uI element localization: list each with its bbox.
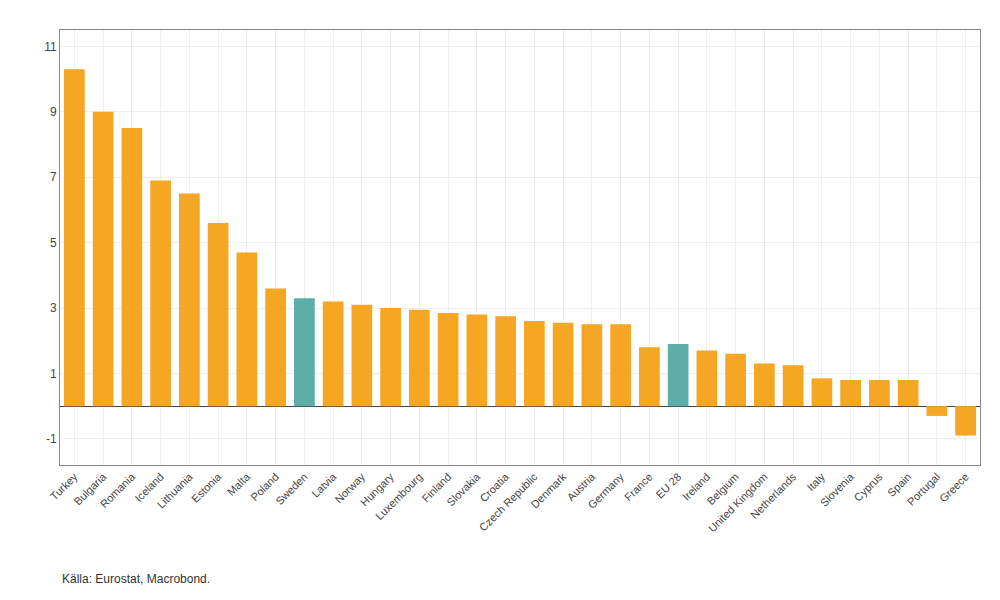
svg-text:Källa: Eurostat, Macrobond.: Källa: Eurostat, Macrobond.	[62, 572, 210, 586]
svg-text:Romania: Romania	[98, 470, 138, 510]
svg-text:Lithuania: Lithuania	[155, 470, 196, 511]
svg-text:1: 1	[50, 367, 57, 381]
svg-text:Luxembourg: Luxembourg	[373, 471, 425, 523]
svg-text:Finland: Finland	[419, 471, 453, 505]
svg-text:Malta: Malta	[225, 470, 253, 498]
svg-text:Bulgaria: Bulgaria	[71, 470, 109, 508]
svg-text:United Kingdom: United Kingdom	[706, 471, 770, 535]
svg-text:Spain: Spain	[885, 471, 913, 499]
svg-text:Netherlands: Netherlands	[748, 470, 799, 521]
svg-text:Norway: Norway	[332, 470, 367, 505]
svg-text:9: 9	[50, 105, 57, 119]
svg-text:EU 28: EU 28	[653, 471, 683, 501]
svg-text:7: 7	[50, 170, 57, 184]
svg-text:Latvia: Latvia	[309, 470, 339, 500]
svg-text:Czech Republic: Czech Republic	[477, 470, 540, 533]
svg-text:Denmark: Denmark	[528, 470, 568, 510]
svg-text:Germany: Germany	[585, 470, 626, 511]
svg-text:Greece: Greece	[937, 471, 971, 505]
svg-text:Belgium: Belgium	[704, 471, 741, 508]
svg-text:5: 5	[50, 236, 57, 250]
svg-text:Cyprus: Cyprus	[852, 470, 885, 503]
svg-text:Portugal: Portugal	[905, 471, 942, 508]
svg-text:11: 11	[44, 40, 57, 54]
svg-text:Sweden: Sweden	[273, 471, 310, 508]
svg-text:Estonia: Estonia	[189, 470, 224, 505]
svg-text:Turkey: Turkey	[48, 470, 80, 502]
svg-text:Poland: Poland	[248, 471, 281, 504]
svg-text:Hungary: Hungary	[358, 470, 396, 508]
svg-text:Iceland: Iceland	[132, 471, 166, 505]
svg-text:Slovakia: Slovakia	[444, 470, 483, 509]
svg-text:Ireland: Ireland	[680, 471, 712, 503]
svg-text:Slovenia: Slovenia	[818, 470, 857, 509]
svg-text:Croatia: Croatia	[477, 470, 511, 504]
svg-text:Austria: Austria	[564, 470, 597, 503]
svg-text:3: 3	[50, 301, 57, 315]
svg-text:Italy: Italy	[804, 470, 827, 493]
svg-text:-1: -1	[46, 432, 57, 446]
svg-text:France: France	[622, 471, 655, 504]
